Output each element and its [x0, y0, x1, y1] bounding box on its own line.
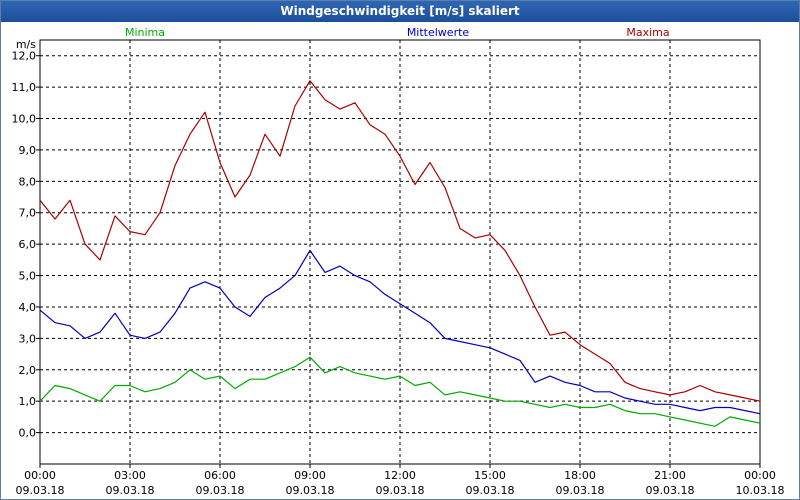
y-tick-label: 4,0: [19, 301, 37, 314]
x-tick-time-label: 03:00: [114, 469, 146, 482]
x-tick-date-label: 09.03.18: [106, 484, 155, 497]
x-tick-time-label: 12:00: [384, 469, 416, 482]
x-tick-date-label: 09.03.18: [646, 484, 695, 497]
x-tick-time-label: 00:00: [24, 469, 56, 482]
y-tick-label: 0,0: [19, 427, 37, 440]
x-tick-time-label: 06:00: [204, 469, 236, 482]
legend-entry-minima: Minima: [125, 26, 165, 39]
x-tick-date-label: 10.03.18: [736, 484, 785, 497]
x-tick-time-label: 18:00: [564, 469, 596, 482]
y-tick-label: 9,0: [19, 144, 37, 157]
x-tick-date-label: 09.03.18: [196, 484, 245, 497]
x-tick-time-label: 00:00: [744, 469, 776, 482]
x-tick-time-label: 15:00: [474, 469, 506, 482]
x-tick-date-label: 09.03.18: [16, 484, 65, 497]
x-tick-date-label: 09.03.18: [556, 484, 605, 497]
y-tick-label: 10,0: [12, 113, 37, 126]
y-tick-label: 3,0: [19, 332, 37, 345]
y-axis-label: m/s: [16, 38, 36, 51]
chart-area: 0,0 1,0 2,0 3,0 4,0 5,0 6,0 7,0 8,0 9,0 10,0 11,0 12…: [1, 22, 799, 499]
x-tick-date-label: 09.03.18: [286, 484, 335, 497]
y-tick-label: 7,0: [19, 207, 37, 220]
legend-entry-maxima: Maxima: [626, 26, 669, 39]
y-tick-label: 11,0: [12, 81, 37, 94]
y-tick-label: 2,0: [19, 364, 37, 377]
y-tick-label: 8,0: [19, 175, 37, 188]
window-title: Windgeschwindigkeit [m/s] skaliert: [1, 1, 799, 22]
x-tick-time-label: 09:00: [294, 469, 326, 482]
x-tick-date-label: 09.03.18: [466, 484, 515, 497]
x-tick-time-label: 21:00: [654, 469, 686, 482]
y-tick-label: 5,0: [19, 270, 37, 283]
series-line-maxima: [39, 80, 761, 402]
y-tick-label: 12,0: [12, 50, 37, 63]
legend-entry-mittelwerte: Mittelwerte: [407, 26, 470, 39]
y-tick-label: 1,0: [19, 395, 37, 408]
y-tick-label: 6,0: [19, 238, 37, 251]
series-line-mittelwerte: [39, 249, 761, 415]
line-chart: 0,0 1,0 2,0 3,0 4,0 5,0 6,0 7,0 8,0 9,0 10,0 11,0 12…: [12, 26, 785, 497]
series-line-minima: [39, 356, 761, 427]
x-tick-date-label: 09.03.18: [376, 484, 425, 497]
